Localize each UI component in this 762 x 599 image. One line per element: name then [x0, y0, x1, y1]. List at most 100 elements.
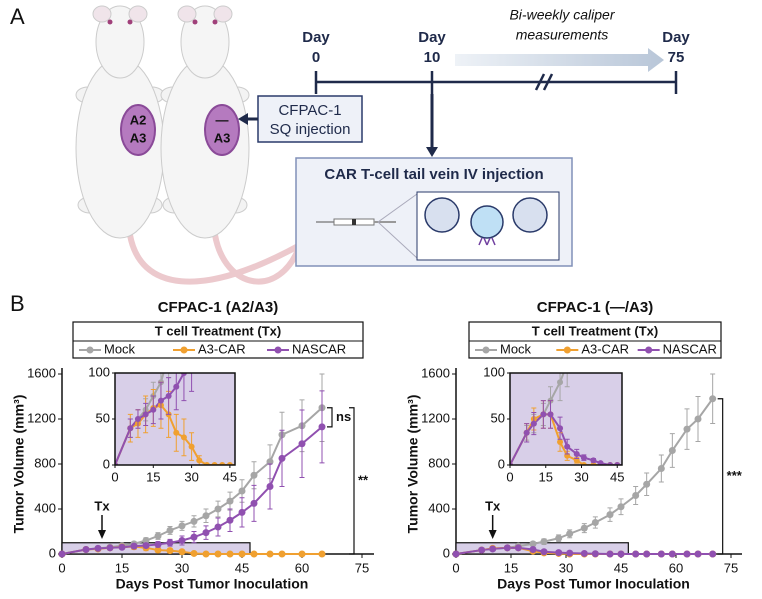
data-point [318, 423, 326, 431]
significance-bracket [717, 398, 724, 555]
treatment-arrowhead [488, 530, 497, 539]
mouse [75, 5, 303, 285]
data-point [643, 550, 651, 558]
significance-bracket [349, 407, 355, 555]
y-tick-label: 800 [34, 455, 56, 470]
data-point [252, 462, 258, 468]
data-point [127, 425, 134, 432]
error-bar [189, 373, 195, 392]
data-point [580, 454, 587, 461]
data-point [226, 497, 234, 505]
data-point [118, 543, 126, 551]
data-point [643, 480, 651, 488]
x-tick-label: 60 [669, 560, 683, 575]
panel-label: A [10, 4, 25, 29]
data-point [214, 523, 222, 531]
data-point [557, 425, 564, 432]
data-point [154, 540, 162, 548]
data-point [657, 550, 665, 558]
data-point [178, 548, 186, 556]
data-point [58, 550, 66, 558]
data-point [250, 550, 258, 558]
y-tick-label: 1200 [421, 410, 450, 425]
data-point [564, 361, 570, 367]
data-point [238, 550, 246, 558]
timeline-day: 0 [312, 49, 320, 66]
data-point [166, 526, 174, 534]
data-point [617, 503, 625, 511]
treatment-label: Tx [485, 498, 501, 513]
data-point [591, 550, 599, 558]
y-tick-label: 1600 [421, 365, 450, 380]
data-point [478, 546, 486, 554]
data-point [580, 549, 588, 557]
x-tick-label: 75 [355, 560, 369, 575]
data-point [624, 462, 630, 468]
error-bar [564, 373, 570, 388]
caliper-note: Bi-weekly caliper [509, 7, 615, 23]
data-point [178, 537, 186, 544]
data-point [555, 549, 563, 557]
y-tick-label: 800 [428, 455, 450, 470]
data-point [566, 549, 574, 557]
data-point [606, 511, 614, 519]
data-point [590, 250, 596, 256]
y-axis-label: Tumor Volume (mm³) [11, 395, 27, 534]
inset-background [510, 373, 622, 465]
data-point [157, 397, 164, 404]
data-point [134, 416, 141, 422]
data-point [591, 519, 599, 526]
data-point [298, 550, 306, 558]
data-point [106, 544, 114, 552]
x-tick-label: 0 [58, 560, 65, 575]
data-point [82, 546, 90, 553]
y-tick-label: 1600 [27, 365, 56, 380]
x-tick-label: 30 [559, 560, 573, 575]
inset-x-tick-label: 30 [574, 469, 588, 484]
timeline [314, 71, 678, 94]
x-tick-label: 75 [724, 560, 738, 575]
data-point [668, 447, 676, 454]
inset-plot [115, 287, 258, 468]
data-point [178, 522, 186, 530]
significance-label: ** [358, 472, 369, 487]
data-point [266, 483, 274, 490]
data-point [150, 406, 157, 413]
caliper-note: measurements [516, 27, 609, 43]
x-tick-label: 15 [504, 560, 518, 575]
caliper-arrow [455, 48, 664, 72]
significance-bracket [327, 407, 333, 428]
data-point [489, 545, 497, 553]
inset-y-tick-label: 50 [491, 410, 505, 425]
data-point [166, 547, 174, 555]
data-point [202, 550, 210, 558]
legend-label: Mock [500, 341, 532, 356]
legend-label: NASCAR [292, 341, 346, 356]
data-point [180, 434, 187, 441]
data-point [154, 546, 162, 554]
data-point [278, 550, 286, 558]
legend-marker [645, 346, 653, 354]
data-point [590, 457, 597, 464]
x-tick-label: 60 [295, 560, 309, 575]
data-point [529, 546, 537, 553]
injection-text: SQ injection [270, 121, 351, 138]
data-point [214, 550, 222, 558]
x-tick-label: 30 [175, 560, 189, 575]
inset-x-tick-label: 45 [610, 469, 624, 484]
data-point [632, 492, 640, 499]
x-tick-label: 45 [614, 560, 628, 575]
chart-title: CFPAC-1 (A2/A3) [158, 299, 279, 316]
inset-x-tick-label: 30 [184, 469, 198, 484]
data-point [597, 460, 604, 465]
x-axis-label: Days Post Tumor Inoculation [116, 576, 309, 592]
timeline-label: Day [302, 29, 330, 46]
data-point [204, 287, 210, 293]
treatment-label: Tx [94, 498, 110, 513]
data-point [94, 544, 102, 552]
data-point [709, 395, 717, 403]
timeline-label: Day [418, 29, 446, 46]
data-point [632, 550, 640, 558]
cells [424, 197, 548, 246]
error-bar [591, 217, 596, 291]
